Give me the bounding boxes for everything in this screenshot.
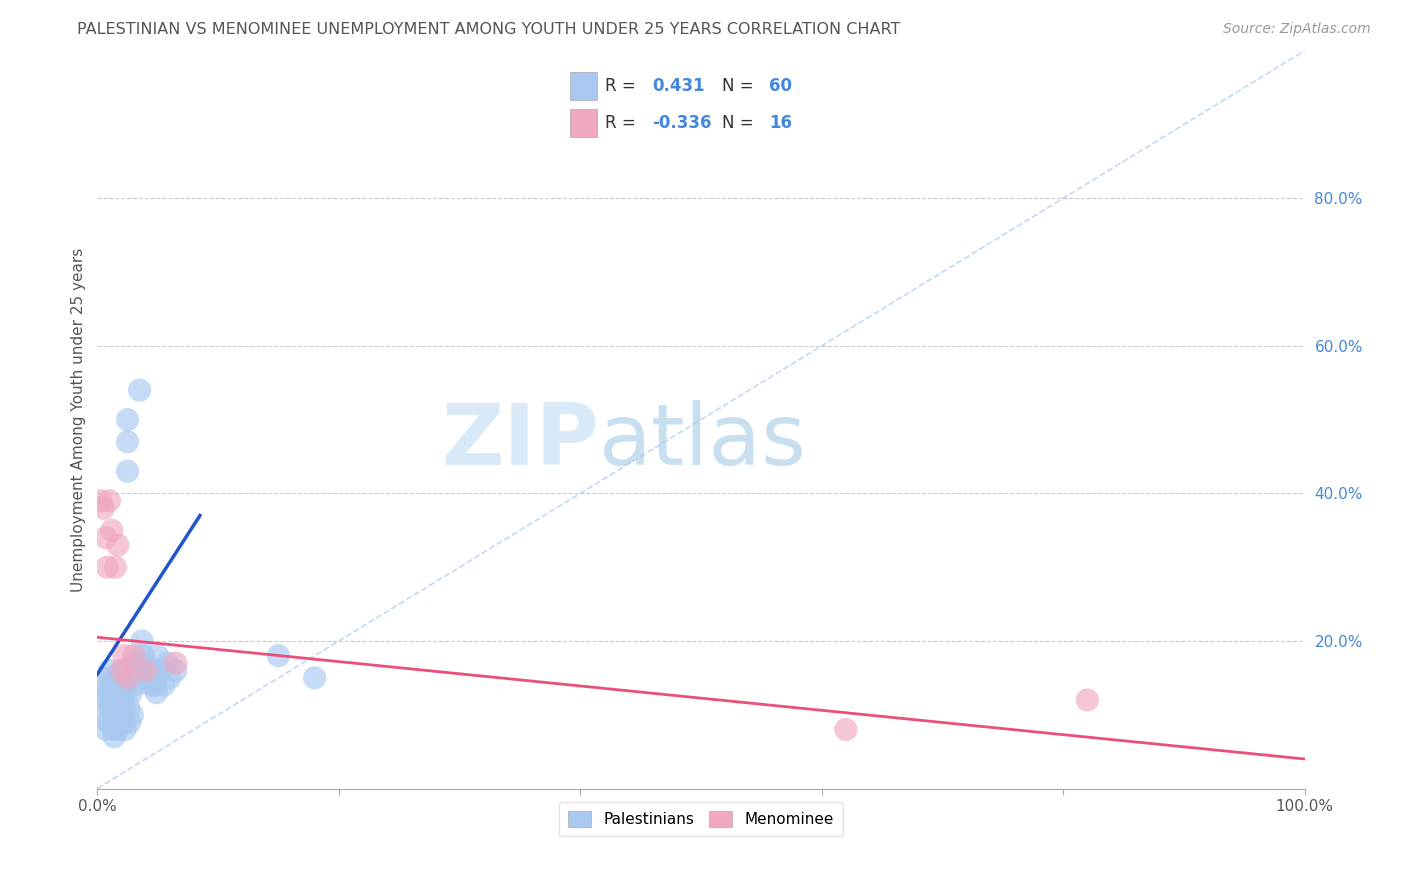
- Point: [304, 671, 326, 685]
- Point: [110, 678, 132, 692]
- Point: [104, 700, 127, 714]
- Point: [110, 664, 132, 678]
- Point: [120, 685, 142, 699]
- Point: [152, 678, 174, 692]
- Point: [122, 648, 145, 663]
- Point: [101, 707, 124, 722]
- Legend: Palestinians, Menominee: Palestinians, Menominee: [560, 802, 844, 836]
- Point: [127, 664, 149, 678]
- Point: [127, 656, 149, 670]
- Point: [165, 664, 187, 678]
- Point: [96, 560, 118, 574]
- Point: [98, 671, 121, 685]
- Point: [135, 664, 157, 678]
- Point: [267, 648, 290, 663]
- Point: [122, 656, 145, 670]
- Point: [107, 723, 129, 737]
- Point: [132, 648, 155, 663]
- Point: [835, 723, 858, 737]
- Point: [112, 700, 135, 714]
- Point: [131, 634, 153, 648]
- Y-axis label: Unemployment Among Youth under 25 years: Unemployment Among Youth under 25 years: [72, 247, 86, 591]
- Point: [93, 501, 115, 516]
- Point: [136, 671, 159, 685]
- Point: [149, 664, 172, 678]
- Point: [115, 678, 138, 692]
- Point: [98, 700, 121, 714]
- Point: [94, 723, 117, 737]
- Point: [93, 707, 115, 722]
- Point: [107, 538, 129, 552]
- Point: [118, 715, 141, 730]
- Point: [139, 678, 162, 692]
- Point: [128, 383, 150, 397]
- Point: [104, 671, 127, 685]
- Point: [110, 707, 132, 722]
- Point: [112, 648, 135, 663]
- Point: [165, 656, 187, 670]
- Point: [111, 707, 134, 722]
- Point: [117, 464, 139, 478]
- Point: [114, 723, 136, 737]
- Point: [98, 685, 121, 699]
- Point: [93, 685, 115, 699]
- Text: atlas: atlas: [599, 401, 807, 483]
- Point: [156, 656, 179, 670]
- Point: [103, 730, 125, 744]
- Point: [93, 678, 115, 692]
- Point: [121, 707, 143, 722]
- Point: [118, 700, 141, 714]
- Point: [117, 412, 139, 426]
- Point: [124, 678, 146, 692]
- Point: [105, 715, 128, 730]
- Point: [101, 523, 124, 537]
- Point: [114, 715, 136, 730]
- Point: [145, 685, 167, 699]
- Point: [117, 671, 139, 685]
- Point: [101, 693, 124, 707]
- Point: [94, 531, 117, 545]
- Point: [138, 664, 160, 678]
- Point: [98, 664, 121, 678]
- Point: [1076, 693, 1098, 707]
- Point: [104, 685, 127, 699]
- Point: [146, 648, 169, 663]
- Point: [104, 560, 127, 574]
- Point: [142, 664, 165, 678]
- Point: [98, 493, 121, 508]
- Point: [143, 678, 166, 692]
- Point: [110, 693, 132, 707]
- Text: Source: ZipAtlas.com: Source: ZipAtlas.com: [1223, 22, 1371, 37]
- Point: [117, 434, 139, 449]
- Point: [96, 693, 118, 707]
- Text: PALESTINIAN VS MENOMINEE UNEMPLOYMENT AMONG YOUTH UNDER 25 YEARS CORRELATION CHA: PALESTINIAN VS MENOMINEE UNEMPLOYMENT AM…: [77, 22, 901, 37]
- Point: [101, 723, 124, 737]
- Point: [101, 678, 124, 692]
- Point: [159, 671, 181, 685]
- Point: [135, 656, 157, 670]
- Point: [112, 685, 135, 699]
- Point: [110, 664, 132, 678]
- Text: ZIP: ZIP: [440, 401, 599, 483]
- Point: [97, 715, 120, 730]
- Point: [108, 693, 131, 707]
- Point: [90, 493, 112, 508]
